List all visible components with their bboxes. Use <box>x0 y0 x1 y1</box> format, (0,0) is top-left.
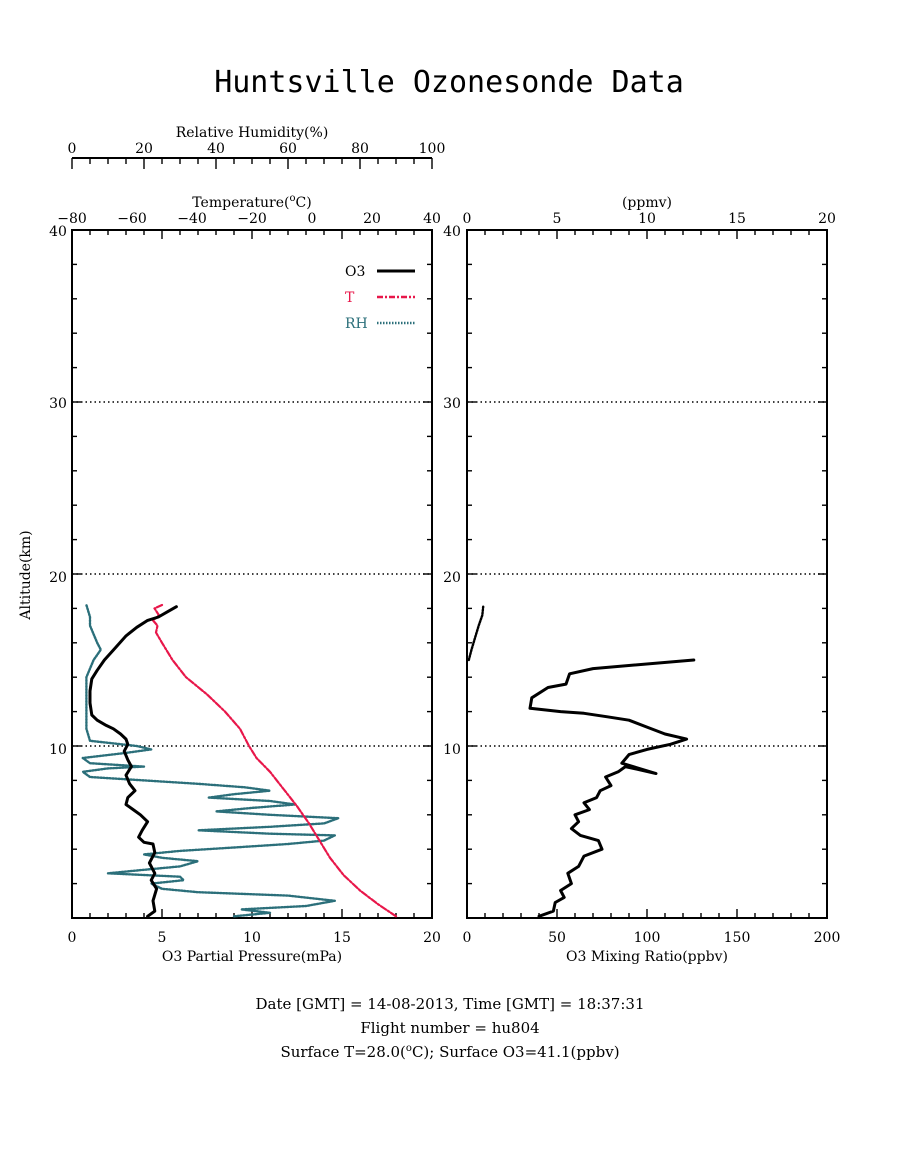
footer-surface-post: C); Surface O3=41.1(ppbv) <box>411 1043 620 1061</box>
right-panel-gridlines <box>467 401 827 747</box>
temperature-series-line <box>151 603 398 918</box>
o3-partial-pressure-tick-labels: 0 5 10 15 20 <box>68 930 441 946</box>
ppmv-axis-tick-labels: 0 5 10 15 20 <box>463 211 836 227</box>
ppbv-tick-label: 100 <box>634 930 661 946</box>
temperature-tick-label: 0 <box>308 211 317 227</box>
temperature-tick-label: −40 <box>177 211 207 227</box>
altitude-tick-label: 10 <box>443 742 461 758</box>
left-panel-ticks <box>71 229 433 919</box>
right-panel-ticks <box>466 229 828 919</box>
temperature-axis-title: Temperature(oC) <box>192 193 311 211</box>
o3-ppmv-series-line <box>467 605 485 662</box>
rh-series-line <box>81 603 340 918</box>
right-altitude-tick-labels: 10 20 30 40 <box>443 224 461 758</box>
rh-axis-tick-labels: 0 20 40 60 80 100 <box>68 141 446 157</box>
footer-degree-sign: o <box>405 1043 412 1054</box>
temperature-tick-label: −80 <box>57 211 87 227</box>
ppbv-tick-label: 0 <box>463 930 472 946</box>
right-panel: (ppmv) 0 5 10 15 20 10 20 30 40 0 50 100… <box>443 195 840 965</box>
o3pp-tick-label: 0 <box>68 930 77 946</box>
temperature-axis-title-pre: Temperature( <box>192 195 289 211</box>
temperature-tick-label: −20 <box>237 211 267 227</box>
ppmv-axis-title: (ppmv) <box>622 195 672 211</box>
ppbv-tick-label: 200 <box>814 930 841 946</box>
rh-tick-label: 40 <box>207 141 225 157</box>
temperature-axis-tick-labels: −80 −60 −40 −20 0 20 40 <box>57 211 441 227</box>
ppmv-tick-label: 0 <box>463 211 472 227</box>
legend-label-o3: O3 <box>345 264 365 280</box>
rh-axis-title: Relative Humidity(%) <box>176 125 329 141</box>
ppmv-tick-label: 5 <box>553 211 562 227</box>
right-panel-series <box>467 605 696 918</box>
altitude-tick-label: 40 <box>49 224 67 240</box>
chart-title: Huntsville Ozonesonde Data <box>214 65 684 100</box>
footer-surface-pre: Surface T=28.0( <box>280 1043 406 1061</box>
legend-label-rh: RH <box>345 316 368 332</box>
rh-tick-label: 20 <box>135 141 153 157</box>
altitude-tick-label: 20 <box>443 570 461 586</box>
temperature-axis-title-post: C) <box>296 195 312 211</box>
footer-flight-number: Flight number = hu804 <box>360 1019 540 1037</box>
legend: O3 T RH <box>345 264 415 332</box>
o3pp-tick-label: 10 <box>243 930 261 946</box>
rh-tick-label: 0 <box>68 141 77 157</box>
ppbv-axis-tick-labels: 0 50 100 150 200 <box>463 930 841 946</box>
o3-partial-pressure-axis-title: O3 Partial Pressure(mPa) <box>162 949 342 965</box>
left-panel-series <box>81 603 398 918</box>
ppbv-tick-label: 150 <box>724 930 751 946</box>
o3pp-tick-label: 15 <box>333 930 351 946</box>
rh-tick-label: 100 <box>419 141 446 157</box>
ppmv-tick-label: 20 <box>818 211 836 227</box>
rh-tick-label: 60 <box>279 141 297 157</box>
temperature-tick-label: 40 <box>423 211 441 227</box>
o3-mixing-ratio-series-line <box>528 658 696 918</box>
footer-surface-values: Surface T=28.0(oC); Surface O3=41.1(ppbv… <box>0 1043 900 1061</box>
altitude-tick-label: 20 <box>49 570 67 586</box>
o3pp-tick-label: 20 <box>423 930 441 946</box>
temperature-tick-label: −60 <box>117 211 147 227</box>
altitude-tick-label: 30 <box>443 396 461 412</box>
ppmv-tick-label: 10 <box>638 211 656 227</box>
rh-tick-label: 80 <box>351 141 369 157</box>
altitude-tick-label: 30 <box>49 396 67 412</box>
ppbv-tick-label: 50 <box>548 930 566 946</box>
o3pp-tick-label: 5 <box>158 930 167 946</box>
altitude-tick-label: 40 <box>443 224 461 240</box>
temperature-tick-label: 20 <box>363 211 381 227</box>
left-altitude-tick-labels: 10 20 30 40 <box>49 224 67 758</box>
temperature-axis-title-degree: o <box>289 193 295 204</box>
left-panel: Relative Humidity(%) 0 20 40 60 80 100 T… <box>18 125 445 965</box>
altitude-axis-title: Altitude(km) <box>18 530 34 620</box>
altitude-tick-label: 10 <box>49 742 67 758</box>
left-panel-gridlines <box>72 401 432 747</box>
legend-label-t: T <box>345 290 355 306</box>
ppmv-tick-label: 15 <box>728 211 746 227</box>
o3-partial-pressure-series-line <box>88 605 178 918</box>
o3-mixing-ratio-axis-title: O3 Mixing Ratio(ppbv) <box>566 949 728 965</box>
footer-date-time: Date [GMT] = 14-08-2013, Time [GMT] = 18… <box>255 995 645 1013</box>
rh-axis-ticks <box>71 158 433 169</box>
